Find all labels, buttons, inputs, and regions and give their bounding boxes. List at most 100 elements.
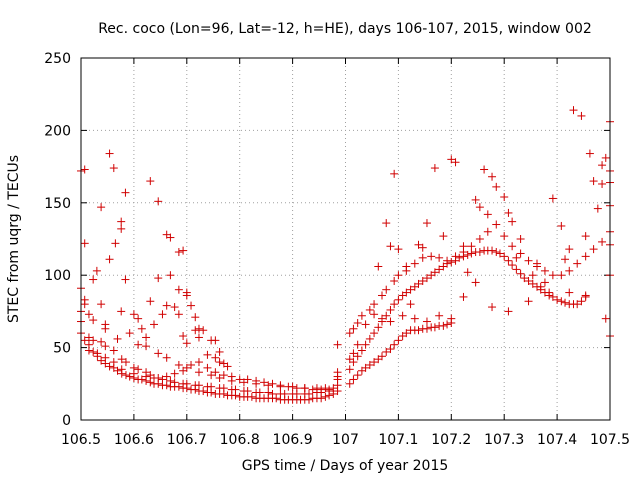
data-point-plus-marker xyxy=(345,379,354,388)
x-tick-label: 106.5 xyxy=(61,432,101,448)
data-point-plus-marker xyxy=(121,371,130,380)
data-point-plus-marker xyxy=(394,295,403,304)
data-point-plus-marker xyxy=(524,276,533,285)
data-point-plus-marker xyxy=(598,161,607,170)
data-point-plus-marker xyxy=(463,250,472,259)
data-point-plus-marker xyxy=(601,153,610,162)
data-point-plus-marker xyxy=(439,232,448,241)
y-tick-label: 0 xyxy=(62,413,71,429)
data-point-plus-marker xyxy=(187,301,196,310)
data-point-plus-marker xyxy=(194,324,203,333)
data-point-plus-marker xyxy=(125,329,134,338)
data-point-plus-marker xyxy=(390,340,399,349)
data-point-plus-marker xyxy=(308,385,317,394)
data-point-plus-marker xyxy=(370,300,379,309)
data-point-plus-marker xyxy=(142,372,151,381)
data-point-plus-marker xyxy=(105,255,114,264)
data-point-plus-marker xyxy=(471,278,480,287)
data-point-plus-marker xyxy=(386,345,395,354)
data-point-plus-marker xyxy=(447,258,456,267)
data-point-plus-marker xyxy=(345,329,354,338)
data-point-plus-marker xyxy=(581,291,590,300)
data-point-plus-marker xyxy=(548,271,557,280)
data-point-plus-marker xyxy=(565,266,574,275)
data-point-plus-marker xyxy=(447,314,456,323)
x-tick-label: 107 xyxy=(332,432,359,448)
data-point-plus-marker xyxy=(435,253,444,262)
data-point-plus-marker xyxy=(191,326,200,335)
data-point-plus-marker xyxy=(215,358,224,367)
data-point-plus-marker xyxy=(557,271,566,280)
data-point-plus-marker xyxy=(459,292,468,301)
data-point-plus-marker xyxy=(593,204,602,213)
data-point-plus-marker xyxy=(430,323,439,332)
data-point-plus-marker xyxy=(170,303,179,312)
data-point-plus-marker xyxy=(97,337,106,346)
data-point-plus-marker xyxy=(300,384,309,393)
x-tick-label: 107.2 xyxy=(431,432,471,448)
data-point-plus-marker xyxy=(435,265,444,274)
data-point-plus-marker xyxy=(170,369,179,378)
data-point-plus-marker xyxy=(598,237,607,246)
data-point-plus-marker xyxy=(357,311,366,320)
data-point-plus-marker xyxy=(260,378,269,387)
data-point-plus-marker xyxy=(390,276,399,285)
data-point-plus-marker xyxy=(121,275,130,284)
data-point-plus-marker xyxy=(129,310,138,319)
data-point-plus-marker xyxy=(435,311,444,320)
data-point-plus-marker xyxy=(475,235,484,243)
data-point-plus-marker xyxy=(365,334,374,343)
data-point-plus-marker xyxy=(129,369,138,378)
data-point-plus-marker xyxy=(451,252,460,261)
data-point-plus-marker xyxy=(203,363,212,372)
y-tick-label: 250 xyxy=(44,51,71,67)
data-point-plus-marker xyxy=(93,352,102,361)
data-point-plus-marker xyxy=(349,324,358,333)
data-point-plus-marker xyxy=(264,381,273,390)
data-point-plus-marker xyxy=(117,355,126,364)
data-point-plus-marker xyxy=(227,376,236,385)
data-point-plus-marker xyxy=(243,387,252,396)
data-point-plus-marker xyxy=(146,177,155,186)
data-point-plus-marker xyxy=(378,352,387,361)
data-point-plus-marker xyxy=(430,164,439,173)
data-point-plus-marker xyxy=(540,278,549,287)
data-point-plus-marker xyxy=(109,346,118,355)
data-point-plus-marker xyxy=(361,363,370,372)
data-point-plus-marker xyxy=(528,279,537,288)
data-point-plus-marker xyxy=(146,378,155,387)
data-point-plus-marker xyxy=(480,165,489,174)
data-point-plus-marker xyxy=(333,340,342,349)
data-point-plus-marker xyxy=(573,300,582,309)
data-point-plus-marker xyxy=(150,374,159,383)
data-point-plus-marker xyxy=(80,165,89,174)
data-point-plus-marker xyxy=(117,217,126,226)
data-point-plus-marker xyxy=(504,256,513,265)
data-point-plus-marker xyxy=(598,179,607,188)
data-point-plus-marker xyxy=(447,155,456,164)
data-point-plus-marker xyxy=(422,219,431,228)
data-point-plus-marker xyxy=(84,333,93,342)
data-point-plus-marker xyxy=(557,221,566,230)
data-point-plus-marker xyxy=(321,392,330,401)
data-point-plus-marker xyxy=(223,362,232,371)
data-point-plus-marker xyxy=(194,381,203,390)
data-point-plus-marker xyxy=(255,388,264,397)
data-point-plus-marker xyxy=(545,288,554,297)
data-point-plus-marker xyxy=(101,320,110,329)
data-point-plus-marker xyxy=(410,259,419,268)
data-point-plus-marker xyxy=(154,349,163,358)
data-point-plus-marker xyxy=(280,389,289,398)
data-point-plus-marker xyxy=(402,329,411,338)
data-point-plus-marker xyxy=(158,375,167,384)
data-point-plus-marker xyxy=(207,371,216,380)
data-point-plus-marker xyxy=(345,365,354,374)
data-point-plus-marker xyxy=(101,342,110,351)
data-point-plus-marker xyxy=(365,360,374,369)
data-point-plus-marker xyxy=(370,329,379,338)
data-point-plus-marker xyxy=(561,255,570,264)
data-point-plus-marker xyxy=(561,298,570,307)
data-point-plus-marker xyxy=(317,385,326,394)
data-point-plus-marker xyxy=(459,242,468,251)
